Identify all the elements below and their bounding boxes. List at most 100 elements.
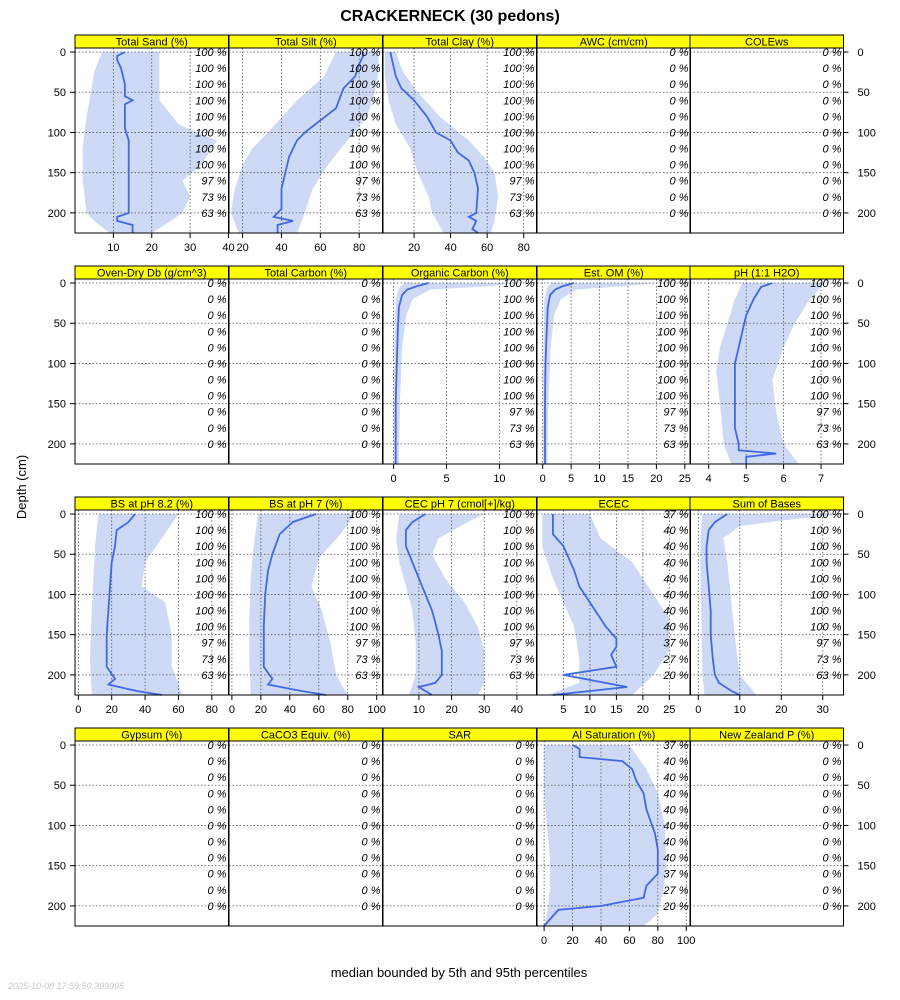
panel-label: Oven-Dry Db (g/cm^3) (97, 268, 207, 280)
x-tick-label: 60 (481, 242, 493, 254)
y-tick-label-right: 100 (858, 820, 876, 832)
x-tick-label: 30 (478, 704, 490, 716)
pct-label: 100 % (195, 127, 226, 139)
pct-label: 0 % (208, 407, 227, 419)
pct-label: 100 % (657, 358, 688, 370)
pct-label: 100 % (810, 557, 841, 569)
percentile-band (249, 514, 355, 695)
pct-label: 0 % (823, 885, 842, 897)
pct-label: 0 % (823, 804, 842, 816)
pct-label: 73 % (663, 423, 688, 435)
pct-label: 63 % (816, 670, 841, 682)
x-tick-label: 15 (610, 704, 622, 716)
pct-label: 0 % (823, 901, 842, 913)
pct-label: 73 % (201, 192, 226, 204)
pct-label: 100 % (503, 342, 534, 354)
pct-label: 0 % (208, 439, 227, 451)
pct-label: 100 % (810, 573, 841, 585)
x-tick-label: 10 (107, 242, 119, 254)
y-tick-label-right: 0 (858, 509, 864, 521)
panel-1-2: Organic Carbon (%)100 %100 %100 %100 %10… (382, 265, 537, 485)
median-line (734, 282, 777, 464)
y-tick-label-left: 0 (60, 740, 66, 752)
pct-label: 0 % (670, 176, 689, 188)
pct-label: 63 % (816, 439, 841, 451)
panel-label: Al Saturation (%) (572, 730, 655, 742)
pct-label: 100 % (503, 278, 534, 290)
panel-0-2: Total Clay (%) 100 % 100 % 100 % 100 % 100 % 1… (382, 34, 537, 254)
pct-label: 100 % (810, 606, 841, 618)
pct-label: 73 % (509, 654, 534, 666)
pct-label: 100 % (349, 79, 380, 91)
percentile-band (396, 514, 485, 695)
x-tick-label: 25 (679, 473, 691, 485)
x-tick-label: 0 (695, 704, 701, 716)
pct-label: 63 % (201, 208, 226, 220)
panel-label: Gypsum (%) (121, 730, 182, 742)
pct-label: 97 % (201, 176, 226, 188)
y-tick-label-left: 50 (54, 549, 66, 561)
panel-2-2: CEC pH 7 (cmol[+]/kg)100 %100 %100 %100 … (382, 496, 537, 716)
panel-label: Est. OM (%) (584, 268, 644, 280)
pct-label: 100 % (503, 95, 534, 107)
pct-label: 0 % (823, 63, 842, 75)
x-tick-label: 40 (444, 242, 456, 254)
pct-label: 100 % (503, 525, 534, 537)
pct-label: 100 % (195, 79, 226, 91)
x-tick-label: 7 (818, 473, 824, 485)
x-tick-label: 60 (172, 704, 184, 716)
x-tick-label: 80 (342, 704, 354, 716)
panel-0-3: AWC (cm/cm) 0 % 0 % 0 % 0 % 0 % 0 % 0 % 0 % 0 % 0 … (536, 34, 691, 234)
pct-label: 40 % (663, 804, 688, 816)
pct-label: 100 % (195, 622, 226, 634)
panel-0-0: Total Sand (%) 100 % 100 % 100 % 100 % 100 % 1… (74, 34, 235, 254)
pct-label: 0 % (208, 853, 227, 865)
y-tick-label-left: 50 (54, 318, 66, 330)
pct-label: 100 % (349, 622, 380, 634)
pct-label: 0 % (362, 326, 381, 338)
pct-label: 0 % (823, 740, 842, 752)
pct-label: 100 % (810, 342, 841, 354)
pct-label: 100 % (810, 294, 841, 306)
y-axis-label: Depth (cm) (14, 455, 29, 519)
x-tick-label: 0 (75, 704, 81, 716)
x-tick-label: 30 (817, 704, 829, 716)
x-tick-label: 20 (106, 704, 118, 716)
panel-1-0: Oven-Dry Db (g/cm^3)0 %0 %0 %0 %0 %0 %0 … (74, 265, 229, 465)
panel-frame (689, 278, 844, 465)
y-tick-label-left: 100 (48, 589, 66, 601)
median-line (105, 513, 162, 696)
x-tick-label: 40 (275, 242, 287, 254)
pct-label: 40 % (663, 541, 688, 553)
pct-label: 0 % (823, 772, 842, 784)
pct-label: 100 % (810, 509, 841, 521)
y-tick-label-right: 150 (858, 630, 876, 642)
y-tick-label-left: 50 (54, 87, 66, 99)
pct-label: 0 % (208, 391, 227, 403)
y-tick-label-left: 150 (48, 399, 66, 411)
panel-label: BS at pH 7 (%) (269, 499, 342, 511)
pct-label: 0 % (362, 804, 381, 816)
pct-label: 0 % (670, 208, 689, 220)
panel-2-0: BS at pH 8.2 (%)100 %100 %100 %100 %100 … (74, 496, 229, 716)
pct-label: 0 % (208, 869, 227, 881)
y-tick-label-left: 150 (48, 861, 66, 873)
pct-label: 100 % (195, 525, 226, 537)
pct-label: 100 % (195, 111, 226, 123)
panel-2-3: ECEC 37 % 40 % 40 % 40 % 40 % 40 % 40 % 40 % 37 %… (536, 496, 691, 716)
pct-label: 97 % (816, 407, 841, 419)
pct-label: 100 % (195, 589, 226, 601)
pct-label: 100 % (503, 606, 534, 618)
pct-label: 100 % (503, 47, 534, 59)
panel-frame (536, 278, 691, 465)
y-tick-label-left: 100 (48, 127, 66, 139)
median-line (262, 513, 327, 696)
pct-label: 73 % (201, 654, 226, 666)
pct-label: 73 % (355, 654, 380, 666)
x-tick-label: 100 (677, 935, 695, 947)
x-tick-label: 80 (206, 704, 218, 716)
pct-label: 0 % (516, 869, 535, 881)
pct-label: 100 % (195, 573, 226, 585)
pct-label: 0 % (362, 375, 381, 387)
pct-label: 0 % (362, 756, 381, 768)
